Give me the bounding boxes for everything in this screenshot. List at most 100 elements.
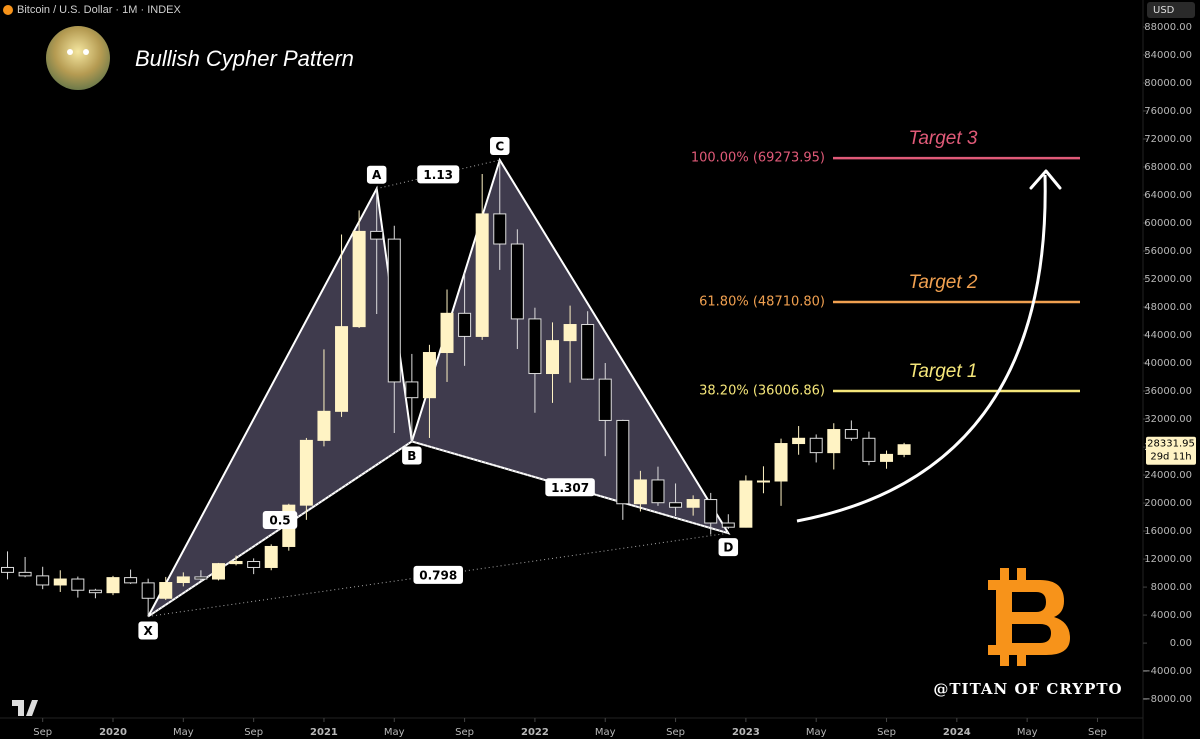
candle-body [1, 566, 15, 573]
candle-body [721, 522, 735, 528]
x-tick-label: 2024 [943, 727, 971, 738]
candle-body [475, 213, 489, 337]
y-tick-label: 84000.00 [1144, 50, 1192, 61]
x-tick-label: May [595, 727, 616, 738]
ratio-line [147, 441, 413, 617]
avatar-eye [83, 49, 89, 55]
y-tick-label: 36000.00 [1144, 386, 1192, 397]
x-tick-label: May [1017, 727, 1038, 738]
logo-part [1017, 652, 1026, 666]
candle-body [756, 480, 770, 483]
currency-box [1147, 2, 1195, 18]
point-label: X [144, 624, 154, 638]
candle-body [563, 324, 577, 342]
candle-body [53, 578, 67, 586]
candle-body [493, 213, 507, 245]
point-label: B [407, 449, 416, 463]
candle-body [335, 326, 349, 412]
candle-body [686, 499, 700, 508]
y-tick-label: 64000.00 [1144, 190, 1192, 201]
bitcoin-logo [988, 568, 1070, 666]
candle-body [581, 324, 595, 380]
y-tick-label: 24000.00 [1144, 470, 1192, 481]
y-tick-label: −4000.00 [1142, 666, 1192, 677]
candle-body [844, 429, 858, 439]
x-tick-label: Sep [666, 727, 685, 738]
candle-body [194, 576, 208, 580]
candle-body [141, 582, 155, 599]
candle-body [71, 578, 85, 591]
candle-body [36, 575, 50, 586]
y-tick-label: 60000.00 [1144, 218, 1192, 229]
y-tick-label: 56000.00 [1144, 246, 1192, 257]
symbol-header: Bitcoin / U.S. Dollar · 1M · INDEX [17, 4, 181, 16]
candle-body [897, 444, 911, 455]
point-label-box [138, 621, 158, 640]
y-tick-label: 12000.00 [1144, 554, 1192, 565]
ratio-label-box [413, 565, 463, 584]
symbol-icon [3, 5, 13, 15]
y-tick-label: 16000.00 [1144, 526, 1192, 537]
x-tick-label: 2023 [732, 727, 760, 738]
candle-body [405, 381, 419, 399]
candle-body [651, 479, 665, 504]
x-tick-label: Sep [877, 727, 896, 738]
y-tick-label: 4000.00 [1151, 610, 1192, 621]
candle-body [792, 437, 806, 445]
ratio-label: 0.5 [269, 513, 290, 527]
ratio-line [148, 532, 729, 617]
candle-body [317, 410, 331, 441]
avatar [46, 26, 110, 90]
candle-body [352, 230, 366, 328]
x-tick-label: Sep [1088, 727, 1107, 738]
ratio-label: 0.798 [419, 568, 457, 582]
candle-body [633, 479, 647, 505]
avatar-eye [67, 49, 73, 55]
logo-part [1000, 568, 1009, 582]
watermark: @TITAN OF CRYPTO [933, 680, 1122, 698]
target-level: 61.80% (48710.80) [699, 295, 825, 310]
ratio-label-box [417, 165, 460, 184]
y-tick-label: 80000.00 [1144, 78, 1192, 89]
logo-part [1000, 652, 1009, 666]
candle-body [176, 576, 190, 584]
candle-body [510, 243, 524, 320]
y-tick-label: 88000.00 [1144, 22, 1192, 33]
ratio-label-box [545, 478, 595, 497]
candle-body [159, 582, 173, 599]
point-label: C [495, 139, 504, 153]
x-tick-label: Sep [455, 727, 474, 738]
x-tick-label: Sep [33, 727, 52, 738]
logo-part [988, 580, 1070, 655]
logo-part [1017, 568, 1026, 582]
target-name: Target 2 [908, 272, 977, 293]
y-tick-label: 20000.00 [1144, 498, 1192, 509]
y-tick-label: 32000.00 [1144, 414, 1192, 425]
x-tick-label: Sep [244, 727, 263, 738]
ratio-label: 1.13 [423, 168, 453, 182]
plot: 0.5 1.13 1.307 0.798 X A B C D 100.00% (69273.95)… [1, 128, 1080, 640]
point-label-box [366, 165, 387, 184]
candle-body [669, 502, 683, 508]
candle-body [704, 499, 718, 524]
point-label-box [490, 136, 510, 155]
x-tick-label: May [173, 727, 194, 738]
candle-body [827, 429, 841, 454]
point-label-box [718, 538, 739, 557]
y-tick-label: 48000.00 [1144, 302, 1192, 313]
arrow [796, 174, 1047, 523]
y-tick-label: 68000.00 [1144, 162, 1192, 173]
candle-body [616, 419, 630, 505]
candle-body [862, 437, 876, 462]
candle-body [247, 561, 261, 568]
candle-body [299, 439, 313, 506]
target-level: 100.00% (69273.95) [691, 151, 825, 166]
last-price-box [1146, 436, 1196, 465]
candle-body [211, 563, 225, 580]
y-tick-label: 8000.00 [1151, 582, 1192, 593]
candle-body [809, 437, 823, 454]
chart-title: Bullish Cypher Pattern [135, 46, 354, 71]
point-label-box [402, 446, 422, 465]
candle-body [387, 238, 401, 383]
